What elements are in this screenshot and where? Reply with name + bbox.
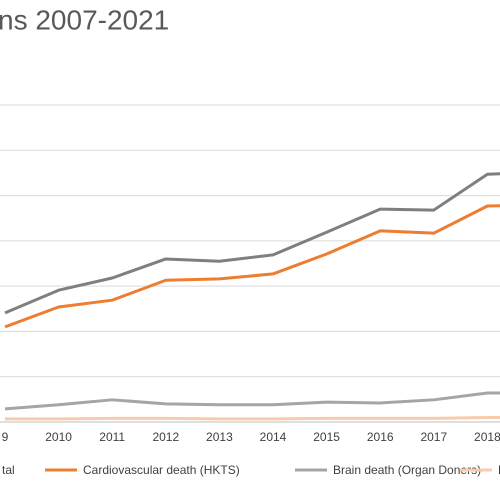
series-line — [4, 172, 500, 315]
series-line — [5, 415, 500, 421]
series-line — [4, 391, 500, 411]
x-tick-label: 2017 — [420, 430, 447, 444]
x-tick-label: 2011 — [99, 430, 125, 444]
legend-label: tal — [2, 463, 15, 477]
legend-label: L — [498, 463, 500, 477]
series-line — [4, 204, 500, 329]
x-tick-label: 2013 — [206, 430, 233, 444]
chart-title: ns 2007-2021 — [0, 4, 169, 35]
x-tick-label: 2014 — [260, 430, 287, 444]
legend-label: Brain death (Organ Doners) — [333, 463, 481, 477]
x-tick-label: 2012 — [152, 430, 179, 444]
x-tick-label: 2018 — [474, 430, 500, 444]
x-tick-label: 2010 — [45, 430, 72, 444]
legend-label: Cardiovascular death (HKTS) — [83, 463, 240, 477]
x-tick-label: 9 — [2, 430, 9, 444]
x-tick-label: 2015 — [313, 430, 340, 444]
x-tick-label: 2016 — [367, 430, 394, 444]
